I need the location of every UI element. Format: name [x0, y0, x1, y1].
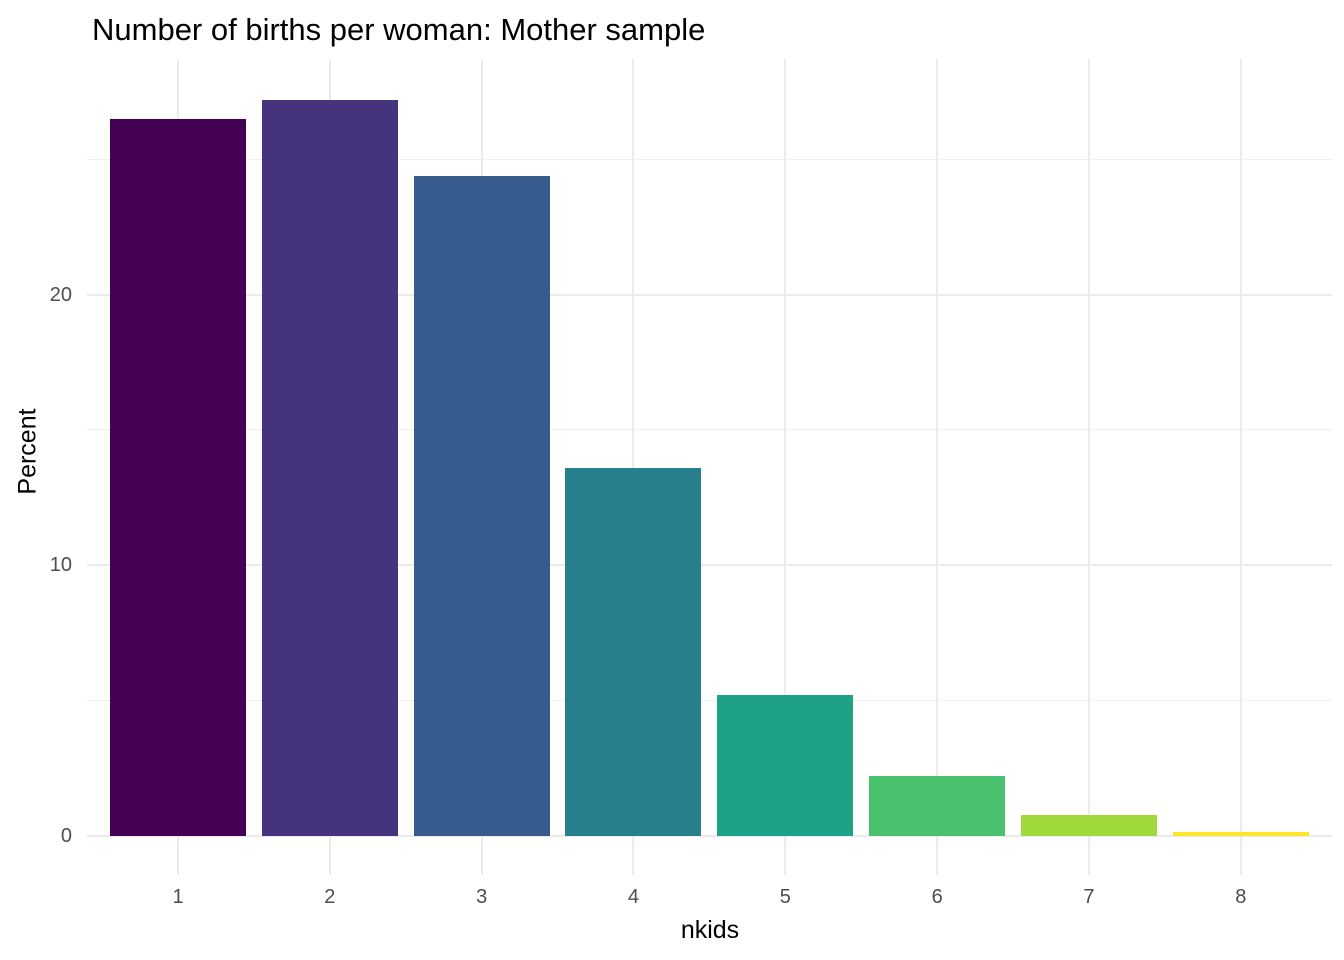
gridline-vertical-x-6 [936, 59, 939, 875]
chart-title: Number of births per woman: Mother sampl… [92, 12, 706, 47]
gridline-major-y-10 [87, 564, 1332, 567]
gridline-major-y-0 [87, 834, 1332, 837]
gridline-major-y-20 [87, 293, 1332, 296]
bar-nkids-3 [413, 175, 550, 836]
x-tick-label-7: 7 [1083, 886, 1095, 908]
x-axis-title: nkids [680, 916, 740, 944]
x-tick-label-6: 6 [931, 886, 943, 908]
x-tick-label-4: 4 [627, 886, 640, 908]
gridline-vertical-x-5 [784, 59, 787, 875]
x-tick-label-1: 1 [172, 886, 184, 908]
bar-nkids-2 [261, 99, 398, 836]
plot-panel [87, 59, 1332, 875]
x-tick-label-8: 8 [1235, 886, 1247, 908]
y-tick-label-20: 20 [49, 283, 72, 306]
gridline-minor-y-5 [87, 699, 1332, 701]
bar-nkids-4 [565, 467, 702, 836]
bar-nkids-5 [717, 695, 854, 836]
gridline-vertical-x-8 [1239, 59, 1242, 875]
y-axis-title: Percent [13, 408, 42, 495]
gridline-vertical-x-4 [632, 59, 635, 875]
y-tick-label-0: 0 [60, 824, 72, 847]
bar-nkids-7 [1020, 815, 1157, 836]
bar-nkids-6 [869, 776, 1006, 836]
gridline-minor-y-15 [87, 429, 1332, 431]
y-tick-label-10: 10 [49, 554, 72, 577]
gridline-vertical-x-7 [1087, 59, 1090, 875]
x-tick-label-2: 2 [324, 886, 336, 908]
bar-nkids-8 [1172, 831, 1309, 836]
bar-nkids-1 [110, 118, 246, 836]
x-tick-label-5: 5 [779, 886, 791, 908]
gridline-minor-y-25 [87, 158, 1332, 160]
x-tick-label-3: 3 [476, 886, 488, 908]
